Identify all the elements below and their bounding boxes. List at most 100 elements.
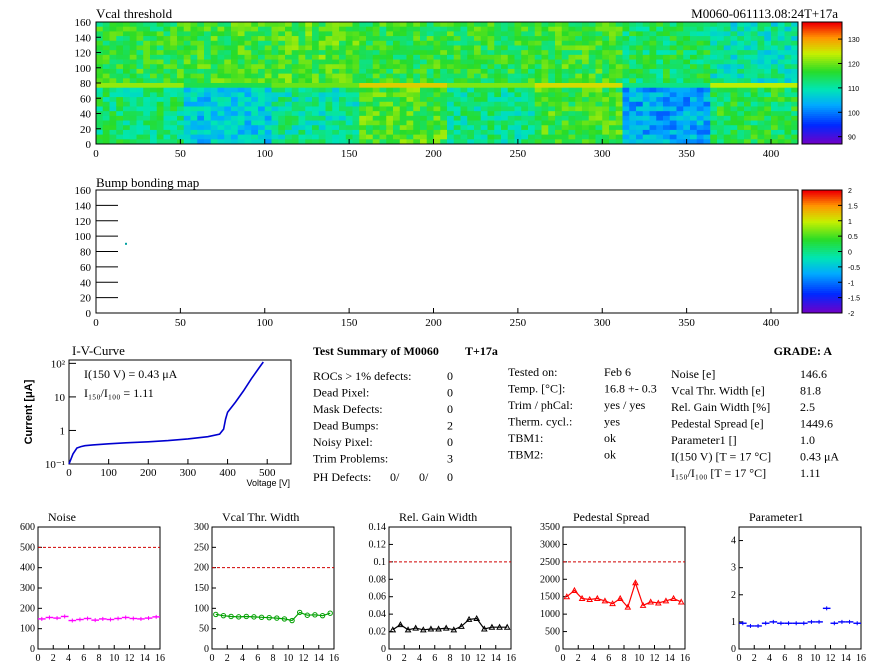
heatmap-cell [393,68,401,75]
heatmap-cell [109,64,117,70]
x-tick-label: 16 [680,653,690,664]
heatmap-cell [271,134,279,140]
heatmap-cell [561,78,569,84]
heatmap-cell [723,22,731,28]
heatmap-cell [204,64,212,70]
heatmap-cell [177,101,185,107]
heatmap-cell [237,78,245,84]
heatmap-cell [102,129,110,136]
heatmap-cell [136,111,144,117]
heatmap-cell [447,125,455,131]
heatmap-cell [609,92,617,98]
heatmap-cell [541,97,549,103]
heatmap-cell [224,22,232,28]
heatmap-cell [109,45,117,51]
heatmap-cell [217,68,225,75]
heatmap-cell [291,40,299,46]
heatmap-cell [602,31,610,37]
heatmap-cell [413,73,421,79]
heatmap-cell [582,87,590,93]
heatmap-cell [568,45,576,51]
heatmap-cell [622,111,630,117]
heatmap-cell [528,36,536,42]
heatmap-cell [622,120,630,126]
heatmap-cell [690,101,698,107]
heatmap-cell [305,64,313,70]
heatmap-cell [771,92,779,98]
colorbar-band [802,87,842,90]
heatmap-cell [352,111,360,117]
heatmap-cell [278,68,286,75]
heatmap-cell [528,45,536,51]
heatmap-cell [271,64,279,70]
heatmap-cell [744,59,752,65]
heatmap-cell [771,120,779,126]
heatmap-cell [102,50,110,56]
colorbar-band [802,34,842,37]
heatmap-cell [352,54,360,60]
heatmap-cell [237,115,245,121]
heatmap-cell [521,134,529,140]
heatmap-cell [136,22,144,28]
heatmap-cell [332,115,340,121]
y-tick-label: 0 [30,644,35,655]
heatmap-cell [231,68,239,75]
heatmap-cell [703,59,711,65]
heatmap-cell [561,101,569,107]
x-tick-label: 16 [856,653,866,664]
ph-defects-c: 0 [447,470,453,484]
heatmap-cell [642,78,650,84]
plot-title: Rel. Gain Width [399,510,477,524]
heatmap-cell [291,78,299,84]
heatmap-cell [129,129,137,136]
heatmap-cell [710,125,718,131]
heatmap-cell [764,139,772,145]
heatmap-cell [723,78,731,84]
heatmap-cell [717,120,725,126]
heatmap-cell [555,125,563,131]
heatmap-cell [548,59,556,65]
heatmap-cell [339,115,347,121]
heatmap-cell [507,139,515,145]
summary-value: 0 [447,369,453,383]
heatmap-cell [771,125,779,131]
heatmap-cell [555,97,563,103]
heatmap-cell [440,73,448,79]
heatmap-cell [177,54,185,60]
summary-label: Trim / phCal: [508,398,573,412]
heatmap-cell [183,139,191,145]
heatmap-cell [116,36,124,42]
x-tick-label: 6 [606,653,611,664]
heatmap-cell [379,120,387,126]
heatmap-cell [602,22,610,28]
heatmap-cell [298,50,306,56]
heatmap-cell [258,101,266,107]
heatmap-cell [690,73,698,79]
heatmap-cell [649,134,657,140]
heatmap-cell [534,50,542,56]
heatmap-cell [737,45,745,51]
heatmap-cell [656,36,664,42]
heatmap-cell [210,31,218,37]
summary-value: 0.43 μA [800,450,839,464]
x-tick-label: 100 [100,467,117,479]
heatmap-cell [582,120,590,126]
heatmap-cell [703,92,711,98]
heatmap-cell [136,26,144,32]
heatmap-cell [413,54,421,60]
heatmap-cell [568,73,576,79]
x-tick-label: 0 [737,653,742,664]
heatmap-cell [595,78,603,84]
heatmap-cell [771,50,779,56]
heatmap-cell [784,31,792,37]
heatmap-cell [460,115,468,121]
x-tick-label: 10 [634,653,644,664]
heatmap-cell [204,97,212,103]
heatmap-cell [568,87,576,93]
heatmap-cell [561,125,569,131]
heatmap-cell [609,40,617,46]
heatmap-cell [285,92,293,98]
colorbar-band [802,253,842,257]
heatmap-cell [548,125,556,131]
heatmap-cell [453,83,461,89]
